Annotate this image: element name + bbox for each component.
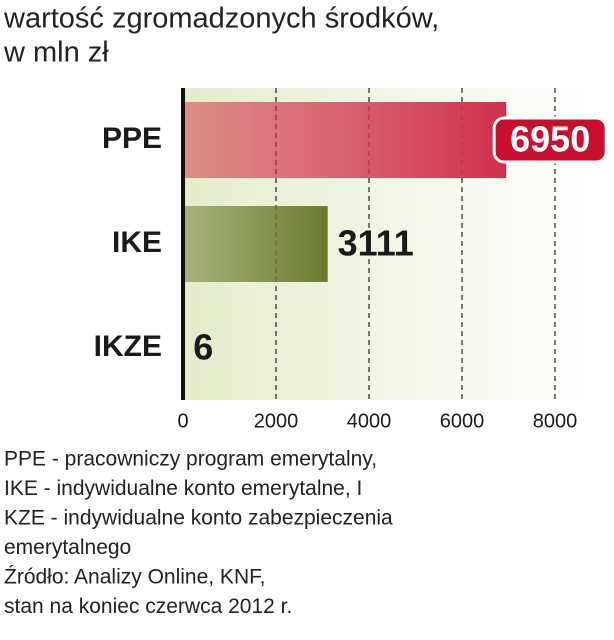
value-label: 6 <box>193 327 213 368</box>
category-label: IKZE <box>94 330 162 363</box>
x-tick-label: 4000 <box>347 410 392 432</box>
value-label: 3111 <box>338 223 414 264</box>
bar <box>183 102 507 178</box>
x-tick-label: 8000 <box>533 410 578 432</box>
footnote: emerytalnego <box>4 536 131 559</box>
footnote: KZE - indywidualne konto zabezpieczenia <box>4 507 393 530</box>
x-tick-label: 0 <box>177 410 188 432</box>
chart-title: w mln zł <box>3 37 109 69</box>
footnote: PPE - pracowniczy program emerytalny, <box>4 448 377 471</box>
x-tick-label: 6000 <box>440 410 485 432</box>
footnote: IKE - indywidualne konto emerytalne, I <box>4 477 362 500</box>
footnote: stan na koniec czerwca 2012 r. <box>4 595 292 618</box>
value-label-box <box>492 116 608 164</box>
chart-title: wartość zgromadzonych środków, <box>3 3 439 35</box>
category-label: IKE <box>112 226 162 259</box>
footnote: Źródło: Analizy Online, KNF, <box>4 566 265 589</box>
bar <box>183 206 328 282</box>
x-tick-label: 2000 <box>254 410 299 432</box>
value-label: 6950 <box>510 119 590 160</box>
category-label: PPE <box>102 122 162 155</box>
